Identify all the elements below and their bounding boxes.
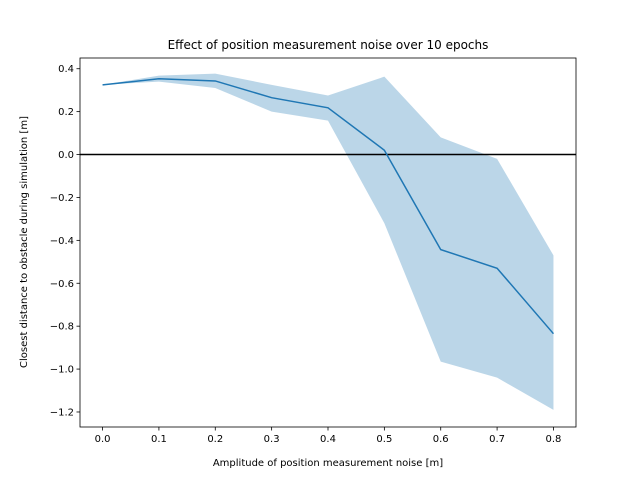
y-tick-label: 0.4 [58, 64, 74, 75]
y-tick-label: −1.2 [50, 407, 74, 418]
x-tick-label: 0.3 [264, 434, 280, 445]
y-tick-label: 0.2 [58, 107, 74, 118]
x-tick-label: 0.7 [489, 434, 505, 445]
chart-title: Effect of position measurement noise ove… [168, 38, 489, 52]
x-tick-label: 0.8 [546, 434, 562, 445]
y-tick-label: −0.4 [50, 236, 74, 247]
x-tick-label: 0.0 [95, 434, 111, 445]
y-axis-label: Closest distance to obstacle during simu… [19, 116, 30, 368]
y-tick-label: −0.6 [50, 279, 74, 290]
x-tick-label: 0.2 [207, 434, 223, 445]
y-tick-label: −0.2 [50, 193, 74, 204]
plot-area [79, 57, 577, 428]
x-tick-label: 0.5 [376, 434, 392, 445]
confidence-band [102, 73, 554, 410]
y-tick-label: 0.0 [58, 150, 74, 161]
y-tick-label: −1.0 [50, 365, 74, 376]
x-tick-label: 0.4 [320, 434, 336, 445]
x-tick-label: 0.1 [151, 434, 167, 445]
x-axis-label: Amplitude of position measurement noise … [213, 458, 443, 469]
x-tick-label: 0.6 [433, 434, 449, 445]
series-line [102, 78, 555, 335]
axis-ticks: 0.0 0.1 0.2 0.3 0.4 0.5 0.6 0.7 0.8 0.4 0.2 0.0 −0.2… [50, 64, 562, 445]
y-tick-label: −0.8 [50, 322, 74, 333]
